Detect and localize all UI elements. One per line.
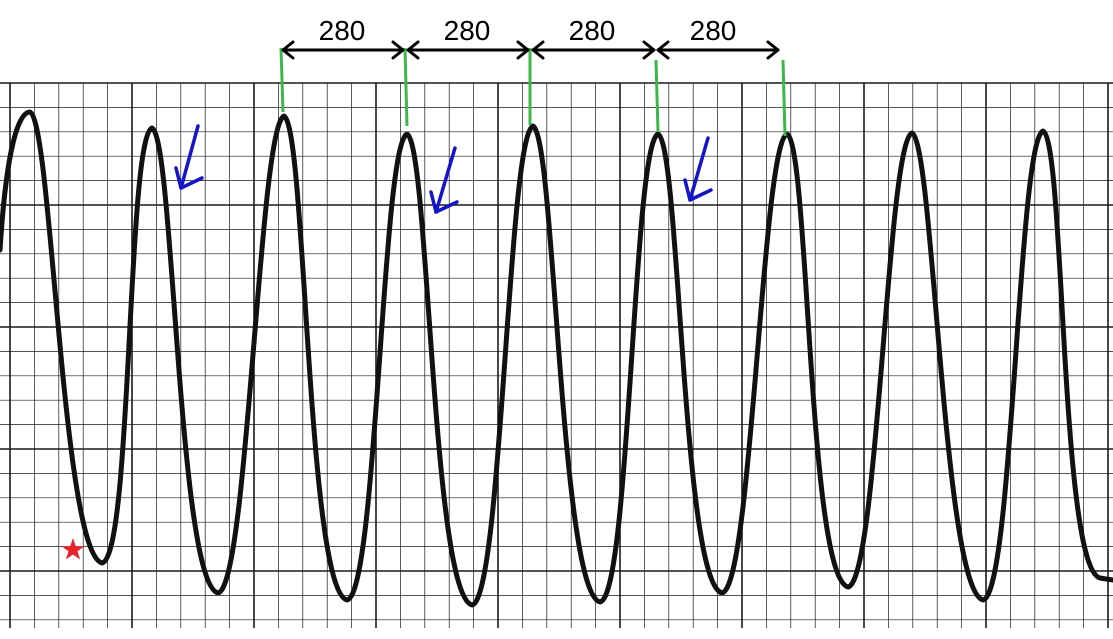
interval-label-2: 280 <box>444 15 491 46</box>
caliper-4 <box>656 40 780 60</box>
blue-arrow-icon <box>683 136 713 202</box>
interval-marker-2 <box>403 47 409 127</box>
caliper-2 <box>406 40 530 60</box>
interval-marker-1 <box>279 47 285 113</box>
annotation-arrows <box>174 124 713 214</box>
interval-label-4: 280 <box>690 15 737 46</box>
ecg-trace <box>0 109 1113 608</box>
red-star-icon <box>61 538 85 560</box>
interval-label-3: 280 <box>569 15 616 46</box>
caliper-3 <box>531 40 656 60</box>
interval-label-1: 280 <box>319 15 366 46</box>
blue-arrow-icon <box>174 124 204 190</box>
ecg-trace-group <box>0 109 1113 608</box>
interval-marker-4 <box>654 59 660 133</box>
caliper-1 <box>281 40 405 60</box>
blue-arrow-icon <box>429 146 459 214</box>
interval-marker-5 <box>781 59 787 137</box>
interval-labels: 280 280 280 280 <box>319 15 737 46</box>
interval-markers <box>279 47 787 137</box>
interval-calipers <box>281 40 780 60</box>
